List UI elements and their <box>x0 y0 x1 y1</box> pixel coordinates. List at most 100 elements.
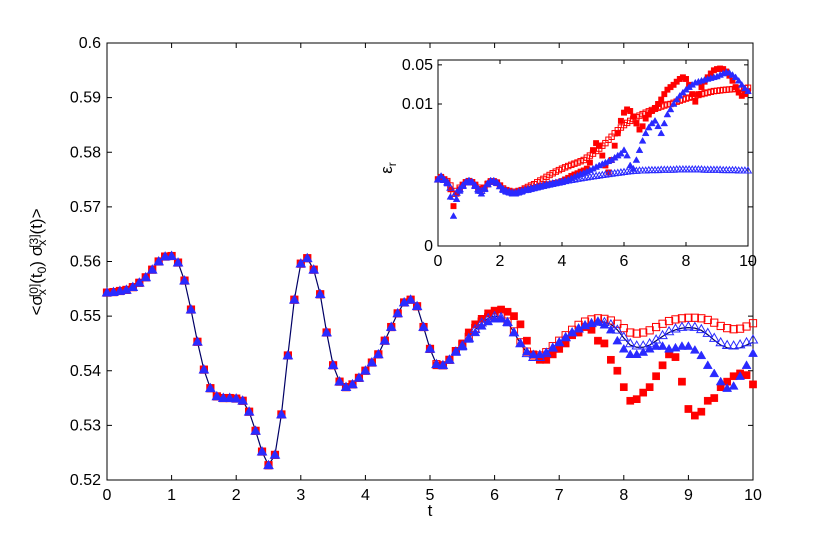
inset-point-open-triangle <box>467 177 477 186</box>
inset-plot-frame <box>437 59 749 247</box>
inset-point-open-triangle <box>517 186 526 194</box>
main-x-tick-label: 1 <box>167 487 176 504</box>
main-point-filled-square <box>639 388 648 397</box>
main-point-open-triangle <box>670 323 681 333</box>
main-point-open-triangle <box>579 319 591 330</box>
main-point-filled-triangle <box>689 344 700 354</box>
inset-point-filled-square <box>621 109 627 116</box>
main-point-open-square <box>735 324 745 333</box>
main-point-open-triangle <box>334 376 345 386</box>
inset-point-open-triangle <box>542 180 551 188</box>
main-point-open-square <box>729 325 738 334</box>
inset-point-open-triangle <box>470 181 480 189</box>
main-point-open-triangle <box>385 321 397 331</box>
main-point-open-triangle <box>101 287 113 297</box>
inset-point-filled-square <box>611 142 618 149</box>
main-point-open-triangle <box>224 392 236 402</box>
main-point-filled-square <box>749 380 757 389</box>
main-point-filled-triangle <box>728 381 739 390</box>
main-point-open-triangle <box>308 264 320 274</box>
main-point-open-triangle <box>295 258 307 268</box>
inset-point-filled-square <box>599 152 606 159</box>
main-point-open-triangle <box>250 425 261 435</box>
main-point-filled-triangle <box>476 320 487 330</box>
inset-point-open-triangle <box>498 184 508 193</box>
main-point-open-triangle <box>560 331 572 342</box>
inset-series <box>433 65 753 219</box>
main-point-open-triangle <box>314 288 326 299</box>
main-point-filled-triangle <box>741 360 752 369</box>
inset-point-filled-triangle <box>617 149 625 157</box>
inset-point-open-triangle <box>563 176 573 184</box>
inset-point-open-triangle <box>474 184 483 193</box>
inset-point-open-triangle <box>526 184 536 192</box>
main-point-open-triangle <box>230 393 242 403</box>
inset-point-filled-square <box>661 91 668 98</box>
main-point-open-triangle <box>276 408 287 419</box>
main-y-tick-label: 0.58 <box>70 144 101 161</box>
inset-point-filled-triangle <box>635 146 644 153</box>
main-point-open-triangle <box>502 316 513 327</box>
main-y-tick-label: 0.55 <box>70 308 101 325</box>
main-point-filled-triangle <box>463 334 474 343</box>
main-point-open-square <box>690 313 699 322</box>
main-point-open-triangle <box>424 343 436 353</box>
main-point-filled-square <box>626 396 635 405</box>
inset-point-filled-triangle <box>638 136 647 144</box>
main-x-axis-label: t <box>428 501 433 520</box>
main-point-open-triangle <box>437 359 449 370</box>
main-series-open-triangle <box>101 250 759 470</box>
inset-y-axis-label-text: εr <box>377 162 399 174</box>
inset-x-tick-label: 8 <box>682 253 691 270</box>
main-point-open-square <box>723 324 732 333</box>
main-point-filled-triangle <box>483 316 494 326</box>
inset-point-filled-triangle <box>731 73 740 81</box>
main-point-filled-triangle <box>657 341 668 350</box>
main-point-filled-square <box>691 411 699 420</box>
main-point-open-triangle <box>411 300 423 311</box>
inset-point-filled-triangle <box>741 84 749 92</box>
inset-point-filled-square <box>639 123 646 130</box>
main-point-open-triangle <box>676 321 688 331</box>
main-point-open-triangle <box>243 406 255 416</box>
main-y-tick-label: 0.6 <box>79 35 101 52</box>
main-point-filled-triangle <box>702 360 713 369</box>
main-point-filled-square <box>613 366 622 375</box>
main-point-open-square <box>664 316 674 326</box>
main-point-open-triangle <box>114 285 126 295</box>
inset-point-filled-triangle <box>675 91 684 99</box>
main-x-tick-label: 9 <box>684 487 693 504</box>
main-point-open-triangle <box>515 337 526 348</box>
main-point-open-square <box>703 315 712 325</box>
main-point-open-triangle <box>301 252 313 263</box>
inset-y-tick-label: 0.05 <box>402 57 433 74</box>
main-point-open-triangle <box>327 359 339 370</box>
main-point-open-triangle <box>527 351 539 361</box>
main-point-filled-square <box>710 394 719 402</box>
main-point-open-triangle <box>734 339 746 349</box>
main-point-open-triangle <box>599 316 610 327</box>
inset-x-tick-label: 6 <box>620 253 629 270</box>
main-point-open-triangle <box>637 340 649 350</box>
main-point-open-triangle <box>431 358 442 369</box>
inset-point-open-triangle <box>532 182 542 190</box>
inset-point-open-triangle <box>536 181 545 190</box>
inset-plot: 0 2 4 6 8 10 0 0.01 0.05 εr <box>377 57 757 270</box>
main-point-open-triangle <box>204 382 216 393</box>
inset-point-open-triangle <box>449 192 458 200</box>
inset-point-open-triangle <box>560 176 570 185</box>
inset-point-open-triangle <box>511 188 520 196</box>
main-point-open-triangle <box>179 275 190 285</box>
inset-point-filled-square <box>683 76 689 82</box>
main-point-filled-square <box>594 336 602 345</box>
main-point-filled-triangle <box>625 349 636 358</box>
main-x-tick-label: 5 <box>426 487 435 504</box>
main-point-open-triangle <box>631 340 643 350</box>
inset-point-open-triangle <box>443 177 452 186</box>
inset-point-filled-triangle <box>644 123 653 131</box>
inset-point-filled-triangle <box>651 116 659 124</box>
main-point-open-triangle <box>366 357 378 367</box>
inset-point-filled-triangle <box>744 87 752 94</box>
main-plot: 0 1 2 3 4 5 6 7 8 9 10 0.520.530.540.550.560.570.5… <box>27 35 762 520</box>
main-point-open-triangle <box>695 323 707 334</box>
